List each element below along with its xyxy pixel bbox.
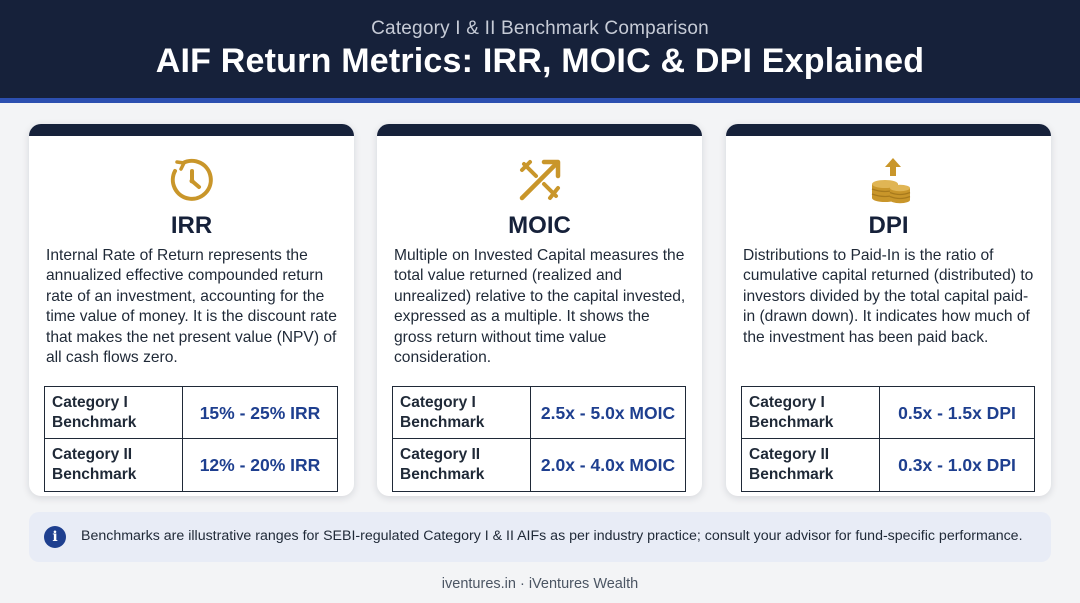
benchmark-label: Category II Benchmark: [742, 439, 880, 491]
benchmark-value: 2.0x - 4.0x MOIC: [540, 455, 676, 475]
metric-card-dpi: DPI Distributions to Paid-In is the rati…: [726, 124, 1051, 496]
metric-card-irr: IRR Internal Rate of Return represents t…: [29, 124, 354, 496]
metric-name: IRR: [170, 212, 213, 239]
benchmark-value: 2.5x - 5.0x MOIC: [540, 403, 676, 423]
metric-card-moic: MOIC Multiple on Invested Capital measur…: [377, 124, 702, 496]
disclaimer-text: Benchmarks are illustrative ranges for S…: [81, 528, 1023, 544]
page-subtitle: Category I & II Benchmark Comparison: [371, 18, 709, 39]
crossed-arrows-icon: [514, 154, 566, 206]
benchmark-table: Category I Benchmark 15% - 25% IRR Categ…: [44, 386, 338, 492]
metric-description: Multiple on Invested Capital measures th…: [394, 247, 686, 367]
coin-stack-arrow-icon: [863, 154, 915, 206]
benchmark-row-category-1: Category I Benchmark 15% - 25% IRR: [45, 387, 337, 439]
page-title: AIF Return Metrics: IRR, MOIC & DPI Expl…: [155, 42, 925, 80]
benchmark-value: 0.3x - 1.0x DPI: [898, 455, 1016, 475]
benchmark-value: 12% - 20% IRR: [199, 455, 321, 475]
benchmark-table: Category I Benchmark 0.5x - 1.5x DPI Cat…: [741, 386, 1035, 492]
benchmark-label: Category I Benchmark: [45, 387, 183, 438]
clock-refresh-icon: [166, 154, 218, 206]
metric-name: MOIC: [508, 212, 571, 239]
metric-name: DPI: [868, 212, 909, 239]
benchmark-table: Category I Benchmark 2.5x - 5.0x MOIC Ca…: [392, 386, 686, 492]
benchmark-label: Category I Benchmark: [393, 387, 531, 438]
benchmark-row-category-2: Category II Benchmark 12% - 20% IRR: [45, 439, 337, 491]
footer-credit: iventures.in · iVentures Wealth: [441, 576, 639, 592]
benchmark-label: Category II Benchmark: [45, 439, 183, 491]
info-icon: i: [44, 526, 66, 548]
disclaimer-note: i Benchmarks are illustrative ranges for…: [29, 512, 1051, 562]
metric-description: Internal Rate of Return represents the a…: [46, 247, 337, 367]
benchmark-row-category-1: Category I Benchmark 0.5x - 1.5x DPI: [742, 387, 1034, 439]
benchmark-label: Category II Benchmark: [393, 439, 531, 491]
benchmark-value: 15% - 25% IRR: [199, 403, 321, 423]
benchmark-row-category-1: Category I Benchmark 2.5x - 5.0x MOIC: [393, 387, 685, 439]
benchmark-row-category-2: Category II Benchmark 0.3x - 1.0x DPI: [742, 439, 1034, 491]
metric-description: Distributions to Paid-In is the ratio of…: [743, 247, 1034, 346]
page-header: Category I & II Benchmark Comparison AIF…: [0, 0, 1080, 103]
benchmark-row-category-2: Category II Benchmark 2.0x - 4.0x MOIC: [393, 439, 685, 491]
benchmark-label: Category I Benchmark: [742, 387, 880, 438]
benchmark-value: 0.5x - 1.5x DPI: [898, 403, 1016, 423]
